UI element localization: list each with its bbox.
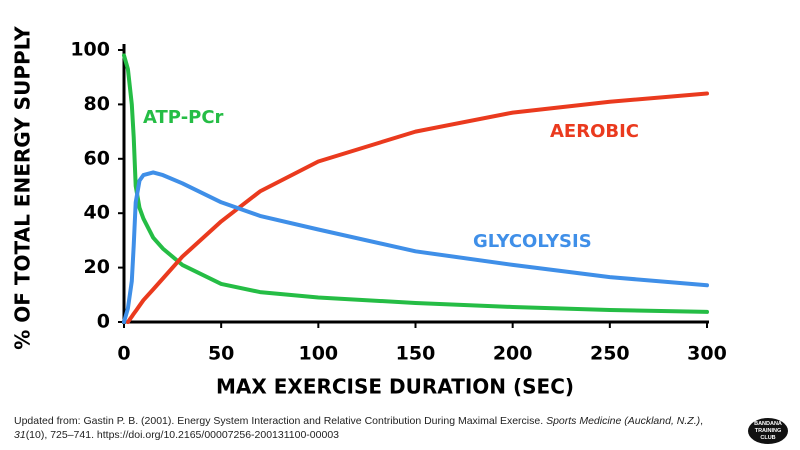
x-axis-title: MAX EXERCISE DURATION (SEC)	[216, 375, 574, 399]
x-tick-label: 300	[687, 343, 727, 365]
citation-part: Sports Medicine (Auckland, N.Z.)	[546, 415, 701, 427]
line-series	[122, 170, 709, 324]
x-tick-label: 100	[298, 343, 338, 365]
series-label: ATP-PCr	[143, 107, 224, 128]
y-tick-label: 60	[84, 147, 110, 169]
y-axis-title: % OF TOTAL ENERGY SUPPLY	[11, 26, 35, 350]
y-tick-label: 80	[84, 93, 110, 115]
y-tick-label: 100	[70, 39, 110, 61]
x-tick-label: 250	[590, 343, 630, 365]
y-tick-label: 40	[84, 202, 110, 224]
x-tick-label: 150	[396, 343, 436, 365]
series-label: AEROBIC	[550, 121, 639, 142]
x-tick-label: 0	[117, 343, 130, 365]
logo: BANDANA TRAINING CLUB	[748, 418, 788, 444]
y-tick-label: 20	[84, 256, 110, 278]
citation-part: (10), 725–741. https://doi.org/10.2165/0…	[25, 429, 340, 441]
citation-part: ,	[700, 415, 704, 427]
line-series	[122, 53, 709, 314]
line-series	[125, 91, 709, 324]
citation-part: Updated from: Gastin P. B. (2001). Energ…	[14, 415, 547, 427]
citation: Updated from: Gastin P. B. (2001). Energ…	[14, 414, 714, 442]
series-label: GLYCOLYSIS	[473, 231, 592, 252]
y-tick-label: 0	[97, 311, 110, 333]
x-tick-label: 50	[208, 343, 234, 365]
x-tick-label: 200	[493, 343, 533, 365]
chart: MAX EXERCISE DURATION (SEC) % OF TOTAL E…	[11, 26, 727, 399]
citation-part: 31	[14, 429, 26, 441]
